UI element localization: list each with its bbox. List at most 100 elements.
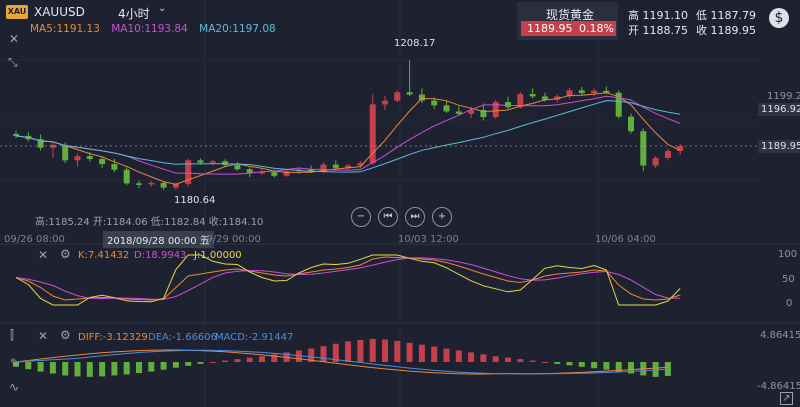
macd-axis-label: 4.86415 [760, 330, 800, 341]
macd-histogram-bar [492, 356, 499, 362]
candle-body [529, 94, 536, 97]
candle-body [148, 182, 155, 185]
macd-histogram-bar [197, 362, 204, 364]
candle-body [431, 100, 438, 106]
candle-body [566, 90, 573, 97]
candle-body [369, 104, 376, 164]
candle-body [345, 165, 352, 168]
candle-body [62, 144, 69, 161]
symbol-name[interactable]: XAUUSD [34, 5, 85, 19]
macd-histogram-bar [99, 362, 106, 377]
settings-icon[interactable]: $ [769, 8, 789, 28]
macd-histogram-bar [86, 362, 93, 377]
crosshair-ohlc: 高:1185.24 开:1184.06 低:1182.84 收:1184.10 [35, 217, 264, 228]
macd-histogram-bar [615, 362, 622, 372]
current-price-tag: 1189.95 [758, 140, 800, 153]
candle-body [209, 161, 216, 163]
candle-body [320, 164, 327, 173]
crosshair-date: 2018/09/28 00:00 五 [103, 231, 214, 248]
macd-histogram-bar [529, 360, 536, 362]
timeframe-selector[interactable]: 4小时 [118, 7, 150, 21]
macd-histogram-bar [517, 359, 524, 362]
candle-body [123, 169, 130, 184]
symbol-badge: XAU [6, 5, 28, 19]
candle-body [246, 169, 253, 174]
quote-close: 收 1189.95 [696, 24, 756, 37]
candle-body [382, 100, 388, 105]
macd-histogram-bar [455, 350, 462, 362]
macd-axis-label: -4.86415 [757, 381, 800, 392]
draw-icon[interactable]: ✎ [10, 356, 21, 370]
candle-body [652, 157, 659, 166]
prev-icon[interactable]: ⏮ [378, 207, 398, 227]
macd-indicator [13, 338, 671, 377]
macd-histogram-bar [418, 344, 425, 362]
next-icon[interactable]: ⏭ [405, 207, 425, 227]
indicator-icon[interactable]: ⫿ [10, 328, 14, 342]
candle-body [259, 172, 265, 174]
candle-body [13, 134, 19, 136]
close-icon[interactable]: ✕ [9, 32, 20, 46]
macd-histogram-bar [148, 362, 155, 372]
candle-body [111, 164, 118, 170]
macd-histogram-bar [603, 362, 610, 370]
candle-body [603, 90, 610, 93]
macd-histogram-bar [443, 348, 450, 362]
macd-line [15, 349, 668, 375]
kdj-line [15, 254, 681, 306]
kdj-j-value: J:1.00000 [194, 250, 242, 261]
macd-histogram-bar [357, 339, 364, 362]
macd-histogram-bar [37, 362, 44, 372]
low-annotation: 1180.64 [174, 195, 216, 206]
wave-icon[interactable]: ∿ [9, 380, 20, 394]
candle-body [554, 96, 561, 100]
time-label: 09/29 00:00 [200, 234, 261, 245]
candle-body [492, 102, 499, 118]
macd-histogram-bar [62, 362, 69, 376]
expand-icon[interactable]: ⤡ [8, 55, 18, 69]
macd-diff-value: DIFF:-3.12329 [78, 332, 148, 343]
macd-histogram-bar [628, 362, 634, 374]
candle-body [172, 183, 179, 188]
macd-histogram-bar [172, 362, 179, 368]
candle-body [197, 160, 204, 163]
macd-value: MACD:-2.91447 [215, 332, 294, 343]
macd-histogram-bar [136, 362, 142, 374]
quote-name: 现货黄金 [546, 8, 595, 22]
candle-body [541, 96, 548, 100]
chevron-down-icon[interactable]: ⌄ [158, 3, 167, 14]
candle-body [628, 116, 634, 132]
macd-histogram-bar [591, 362, 598, 369]
macd-histogram-bar [320, 346, 327, 362]
close-icon[interactable]: ✕ [38, 329, 49, 343]
export-icon[interactable]: ↗ [780, 392, 793, 405]
gear-icon[interactable]: ⚙ [60, 247, 71, 261]
macd-histogram-bar [566, 362, 573, 366]
quote-high: 高 1191.10 [628, 9, 688, 22]
kdj-line [15, 256, 681, 301]
macd-histogram-bar [369, 338, 376, 362]
ma20-line [15, 100, 681, 173]
zoom-in-icon[interactable]: + [432, 207, 452, 227]
candle-body [664, 150, 671, 158]
candle-body [49, 144, 56, 148]
candle-body [185, 160, 192, 184]
candle-body [591, 90, 598, 94]
candle-body [480, 110, 487, 118]
macd-histogram-bar [431, 346, 438, 362]
zoom-out-icon[interactable]: − [351, 207, 371, 227]
macd-histogram-bar [480, 354, 487, 362]
kdj-indicator [15, 254, 681, 306]
candle-body [86, 156, 93, 159]
candle-body [418, 94, 425, 101]
kdj-d-value: D:18.9943 [134, 250, 187, 261]
gear-icon[interactable]: ⚙ [60, 328, 71, 342]
macd-histogram-bar [74, 362, 81, 377]
kdj-axis-label: 50 [782, 274, 795, 285]
quote-change: 0.18% [579, 22, 614, 35]
macd-histogram-bar [222, 360, 229, 362]
quote-open: 开 1188.75 [628, 24, 688, 37]
close-icon[interactable]: ✕ [38, 248, 49, 262]
macd-histogram-bar [664, 362, 671, 376]
